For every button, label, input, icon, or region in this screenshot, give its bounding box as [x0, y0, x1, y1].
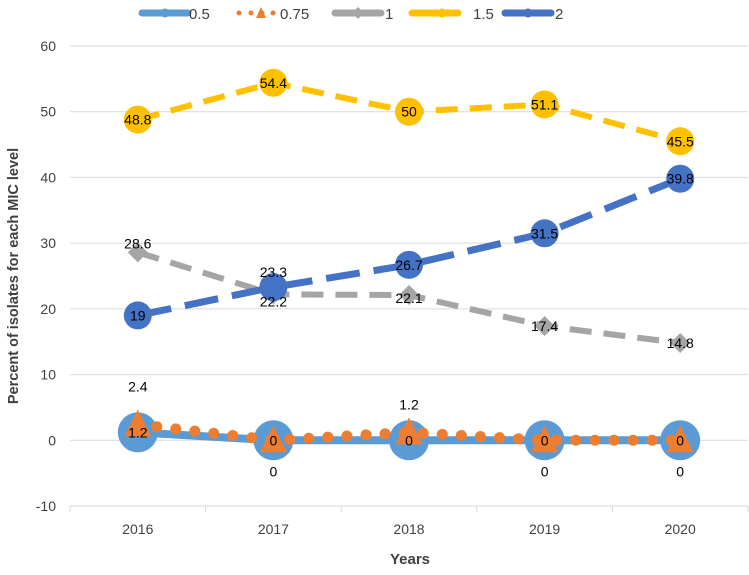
triangle-marker: [395, 417, 423, 445]
data-label: 0: [676, 432, 684, 448]
legend-label: 0.75: [280, 6, 309, 23]
data-label: 54.4: [260, 75, 287, 91]
legend-diamond-icon: [352, 7, 364, 19]
diamond-marker: [399, 285, 419, 306]
data-labels: 1.2 0 0 0 0 2.4 0 1.2 0 0 28.6 22.2 22.1 17.4 14.8 48.8…: [124, 75, 694, 479]
data-label: 22.1: [395, 290, 422, 306]
x-tick-label: 2016: [122, 521, 153, 537]
series-line: [137, 175, 682, 319]
legend-item-1: 1: [331, 6, 393, 23]
x-tick-label: 2018: [393, 521, 424, 537]
diamond-marker: [127, 242, 148, 263]
data-label: 26.7: [395, 257, 422, 273]
y-tick-label: 30: [40, 235, 56, 251]
circle-marker: [259, 68, 288, 97]
triangle-marker: [531, 425, 559, 453]
data-label: 23.3: [260, 264, 287, 280]
diamond-marker: [670, 333, 691, 354]
x-axis-ticks: 2016 2017 2018 2019 2020: [69, 506, 749, 537]
circle-marker: [123, 105, 152, 134]
data-label: 50: [401, 104, 417, 120]
legend-label: 1: [385, 6, 393, 23]
circle-marker: [395, 97, 423, 126]
data-label: 51.1: [531, 96, 558, 112]
data-label: 19: [130, 307, 146, 323]
series-1-5: [123, 68, 695, 156]
circle-marker: [259, 273, 288, 302]
circle-marker: [123, 301, 152, 330]
triangle-marker: [259, 425, 287, 453]
y-tick-label: 40: [40, 169, 56, 185]
gridlines: [70, 45, 748, 507]
legend-circle-icon: [523, 8, 533, 18]
data-label: 28.6: [124, 235, 151, 251]
x-tick-label: 2020: [665, 521, 696, 537]
y-tick-label: 20: [40, 301, 56, 317]
data-label: 39.8: [667, 171, 694, 187]
series-group: [117, 68, 701, 461]
data-label: 0: [270, 432, 278, 448]
data-label: 22.2: [260, 293, 287, 309]
legend: 0.5 0.75 1 1.5 2: [138, 6, 563, 23]
data-label: 0: [270, 463, 278, 479]
legend-label: 0.5: [189, 6, 210, 23]
legend-item-0-75: 0.75: [236, 6, 309, 23]
circle-marker: [666, 127, 695, 156]
circle-marker: [666, 164, 695, 193]
legend-circle-icon: [160, 8, 170, 18]
circle-marker: [395, 250, 423, 279]
x-axis-label: Years: [390, 551, 430, 568]
diamond-marker: [534, 315, 555, 336]
legend-line: [270, 10, 276, 16]
y-tick-label: 10: [40, 367, 56, 383]
data-label: 45.5: [667, 133, 694, 149]
data-label: 1.2: [399, 396, 419, 412]
triangle-marker: [124, 409, 152, 437]
legend-line: [248, 10, 254, 16]
data-label: 0: [676, 463, 684, 479]
legend-label: 2: [555, 6, 563, 23]
legend-item-2: 2: [501, 6, 563, 23]
data-label: 1.2: [128, 424, 148, 440]
y-tick-label: 60: [40, 38, 56, 54]
legend-triangle-icon: [256, 7, 266, 18]
data-label: 2.4: [128, 379, 148, 395]
y-tick-label: 0: [48, 432, 56, 448]
y-axis-label: Percent of isolates for each MIC level: [6, 148, 22, 404]
legend-item-0-5: 0.5: [138, 6, 210, 23]
legend-circle-icon: [437, 8, 447, 18]
legend-item-1-5: 1.5: [408, 6, 494, 23]
series-2: [123, 164, 695, 330]
legend-line: [236, 10, 242, 16]
data-label: 17.4: [531, 318, 558, 334]
y-axis-ticks: -10 0 10 20 30 40 50 60: [36, 38, 56, 514]
data-label: 31.5: [531, 225, 558, 241]
circle-marker: [530, 219, 559, 248]
legend-label: 1.5: [473, 6, 494, 23]
data-label: 0: [541, 432, 549, 448]
series-0-75: [124, 409, 694, 453]
data-label: 14.8: [667, 335, 694, 351]
y-tick-label: 50: [40, 104, 56, 120]
triangle-marker: [666, 425, 694, 453]
data-label: 0: [405, 432, 413, 448]
x-tick-label: 2019: [529, 521, 560, 537]
data-label: 0: [541, 463, 549, 479]
x-tick-label: 2017: [258, 521, 289, 537]
data-label: 48.8: [124, 112, 151, 128]
y-tick-label: -10: [36, 498, 56, 514]
circle-marker: [530, 90, 559, 119]
